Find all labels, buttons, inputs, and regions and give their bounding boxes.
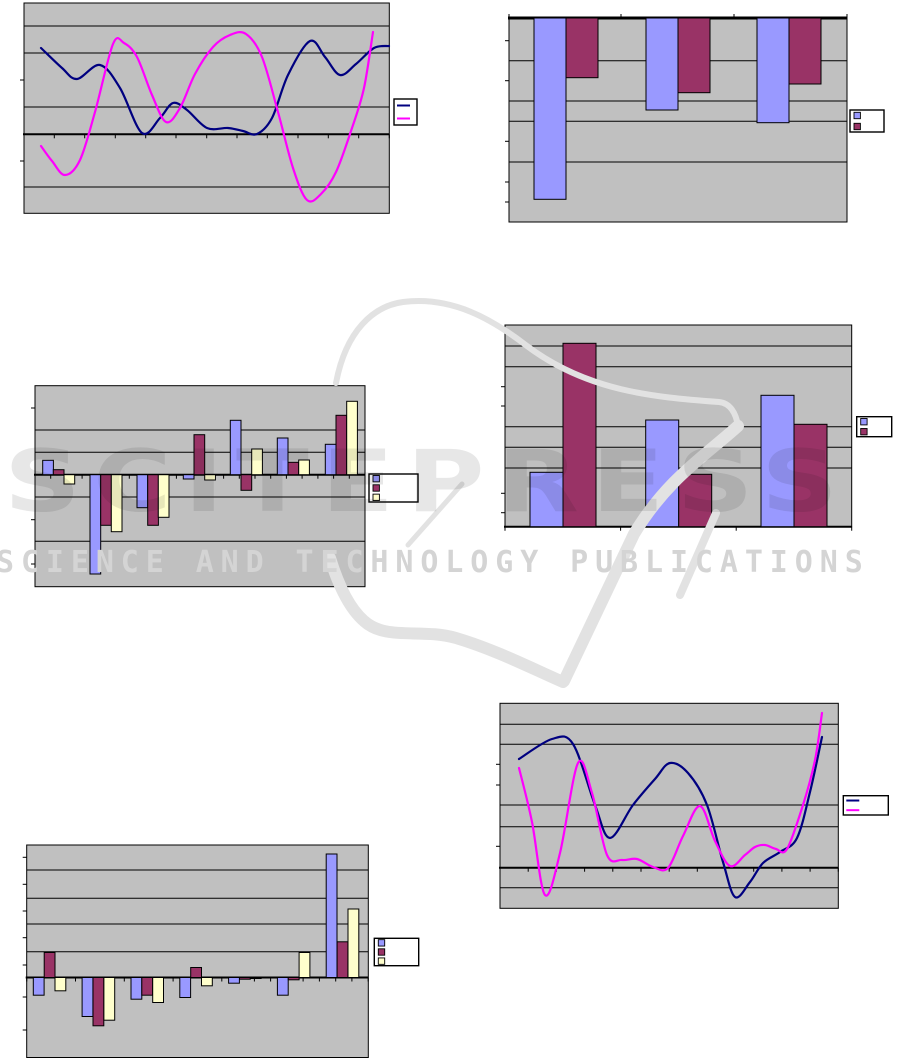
legend-square-swatch-maroon	[372, 484, 380, 492]
bar-series-1	[756, 17, 790, 124]
bar-series-1	[533, 17, 567, 200]
bar-series-1	[229, 419, 242, 476]
bar-series-1	[645, 17, 679, 111]
bar-series-3	[110, 474, 123, 533]
legend-square-swatch-paleyellow	[377, 957, 386, 965]
bar-series-2	[193, 434, 206, 476]
bar-series-3	[103, 977, 116, 1021]
bar-series-3	[251, 448, 263, 476]
bar-series-1	[32, 977, 45, 996]
bar-series-1	[276, 437, 289, 476]
plot-area	[499, 702, 839, 909]
bar-series-3	[298, 459, 310, 476]
bar-series-3	[298, 952, 311, 978]
bar-series-3	[347, 908, 360, 978]
bar-series-1	[42, 459, 54, 476]
legend-square-swatch-paleyellow	[372, 493, 380, 501]
bar-series-1	[182, 474, 195, 480]
bar-series-1	[228, 977, 240, 984]
bar-series-3	[201, 977, 213, 987]
legend-square-swatch-maroon	[860, 428, 868, 436]
bar-series-3	[204, 474, 216, 481]
bar-series-2	[52, 469, 65, 476]
legend-square-swatch-maroon	[377, 948, 386, 956]
bar-series-1	[325, 853, 338, 978]
bar-series-3	[249, 977, 262, 979]
plot-area	[23, 2, 390, 214]
bar-series-2	[677, 17, 711, 94]
bar-series-1	[529, 471, 564, 528]
bar-series-2	[788, 17, 822, 85]
bar-series-3	[63, 474, 76, 485]
legend-square-swatch-maroon	[853, 122, 861, 131]
bar-series-2	[190, 967, 202, 978]
bar-series-3	[54, 977, 67, 992]
legend-square-swatch-periwinkle	[853, 111, 861, 120]
legend-square-swatch-periwinkle	[860, 418, 868, 426]
bar-series-3	[152, 977, 164, 1003]
data-line-magenta	[517, 711, 824, 897]
bar-series-2	[287, 977, 300, 981]
bar-series-2	[240, 474, 253, 491]
bar-series-2	[793, 423, 828, 528]
data-line-magenta	[39, 30, 375, 203]
legend-box	[842, 795, 889, 816]
bar-series-2	[43, 952, 56, 978]
bar-series-1	[760, 394, 795, 528]
bar-series-3	[157, 474, 170, 518]
bar-series-2	[565, 17, 599, 79]
bar-series-1	[276, 977, 289, 996]
legend-square-swatch-periwinkle	[377, 939, 386, 947]
bar-series-1	[179, 977, 192, 998]
legend-square-swatch-periwinkle	[372, 475, 380, 483]
